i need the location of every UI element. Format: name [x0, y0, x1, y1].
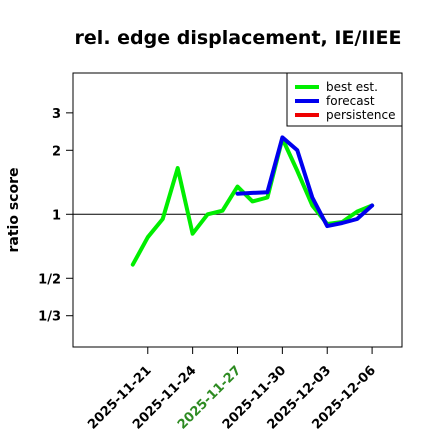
y-tick-label: 3	[52, 107, 61, 122]
y-axis: 1/3 1/2 1 2 3	[38, 107, 73, 325]
y-tick-label: 1	[52, 208, 61, 223]
y-tick-label: 1/2	[38, 272, 61, 287]
y-axis-label: ratio score	[6, 168, 22, 253]
series-layer	[130, 135, 375, 267]
legend-label: best est.	[326, 80, 378, 94]
series-line-best-est	[130, 136, 375, 267]
legend-label: forecast	[326, 94, 375, 108]
legend-label: persistence	[326, 108, 395, 122]
y-tick-label: 2	[52, 144, 61, 159]
x-axis: 2025-11-212025-11-242025-11-272025-11-30…	[85, 347, 379, 433]
series-line-forecast	[235, 135, 375, 229]
chart-title: rel. edge displacement, IE/IIEE	[75, 27, 402, 49]
y-tick-label: 1/3	[38, 310, 61, 325]
